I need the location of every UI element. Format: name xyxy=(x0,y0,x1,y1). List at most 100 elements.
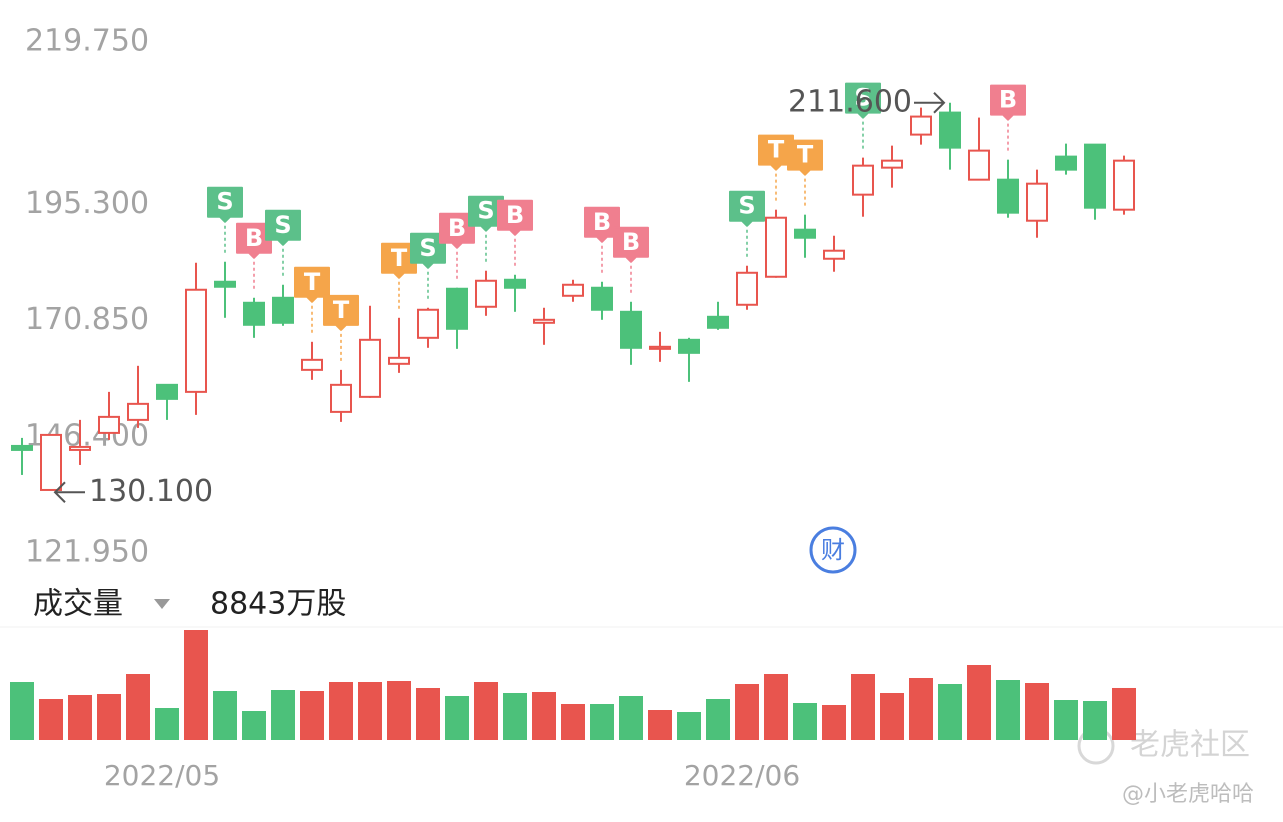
candle-body xyxy=(156,383,178,400)
volume-bar xyxy=(387,681,411,740)
watermark: 老虎社区 xyxy=(1130,728,1250,763)
volume-bar xyxy=(97,694,121,740)
volume-bar xyxy=(416,688,440,740)
signal-label: T xyxy=(391,244,408,272)
volume-bar xyxy=(39,699,63,740)
volume-bar xyxy=(880,693,904,740)
volume-bar xyxy=(474,682,498,740)
candle-body xyxy=(214,280,236,288)
volume-bar xyxy=(1025,683,1049,740)
volume-bar xyxy=(648,710,672,740)
finance-icon[interactable] xyxy=(809,526,857,574)
volume-bar xyxy=(590,704,614,740)
candle-body xyxy=(272,296,294,324)
signal-label: B xyxy=(506,201,524,229)
signal-label: B xyxy=(245,224,263,252)
volume-bar xyxy=(793,703,817,740)
y-tick-label: 195.300 xyxy=(25,186,149,221)
candle-body xyxy=(417,308,439,339)
signal-badge xyxy=(584,206,620,243)
volume-bar xyxy=(532,692,556,740)
volume-bar xyxy=(706,699,730,740)
candle-body xyxy=(388,356,410,365)
signal-badge xyxy=(729,190,765,227)
candle-body xyxy=(736,271,758,306)
candle-body xyxy=(823,249,845,260)
volume-bar xyxy=(242,711,266,740)
volume-bar xyxy=(909,678,933,740)
volume-bar xyxy=(1083,701,1107,740)
signal-badge xyxy=(613,226,649,263)
candle-body xyxy=(243,301,265,326)
candle-body xyxy=(620,310,642,349)
volume-bar xyxy=(300,691,324,740)
volume-bar xyxy=(735,684,759,740)
high-label: 211.600 xyxy=(788,84,912,119)
volume-bar xyxy=(213,691,237,740)
candle-body xyxy=(1055,155,1077,171)
candle-body xyxy=(330,383,352,413)
signal-badge xyxy=(265,209,301,246)
signal-label: S xyxy=(274,211,291,239)
volume-bar xyxy=(561,704,585,740)
volume-bar xyxy=(677,712,701,740)
signal-badge xyxy=(845,82,881,119)
candle-body xyxy=(475,279,497,308)
signal-label: S xyxy=(477,197,494,225)
candle-body xyxy=(11,444,33,451)
candle-body xyxy=(649,345,671,350)
candle-body xyxy=(997,178,1019,214)
signal-label: S xyxy=(419,234,436,262)
signal-label: T xyxy=(333,296,350,324)
volume-bar xyxy=(503,693,527,740)
signal-label: S xyxy=(216,188,233,216)
y-tick-label: 170.850 xyxy=(25,302,149,337)
candle-body xyxy=(1026,182,1048,222)
candle-body xyxy=(1113,159,1135,211)
volume-bar xyxy=(68,695,92,740)
volume-bar xyxy=(764,674,788,740)
volume-bar xyxy=(155,708,179,740)
signal-badge xyxy=(294,266,330,303)
volume-bar xyxy=(938,684,962,740)
candle-body xyxy=(69,445,91,451)
signal-badge xyxy=(207,186,243,223)
signal-badge xyxy=(497,199,533,236)
high-arrow xyxy=(914,92,946,114)
candle-body xyxy=(881,159,903,169)
author: @小老虎哈哈 xyxy=(1122,782,1254,807)
volume-bar xyxy=(619,696,643,740)
candle-body xyxy=(968,149,990,181)
candle-body xyxy=(678,338,700,354)
volume-bar xyxy=(822,705,846,740)
signal-label: T xyxy=(304,268,321,296)
volume-bar xyxy=(851,674,875,740)
volume-title[interactable]: 成交量 xyxy=(33,587,123,622)
volume-bar xyxy=(358,682,382,740)
signal-label: B xyxy=(999,86,1017,114)
candle-body xyxy=(446,287,468,330)
candle-body xyxy=(707,315,729,329)
volume-label: 8843万股 xyxy=(210,587,346,622)
candle-body xyxy=(562,283,584,297)
candle-body xyxy=(533,318,555,324)
candle-body xyxy=(591,286,613,311)
candle-body xyxy=(504,278,526,289)
candle-body xyxy=(127,402,149,421)
x-tick-label: 2022/05 xyxy=(104,759,220,792)
dropdown-arrow[interactable] xyxy=(154,599,170,609)
volume-bar xyxy=(996,680,1020,740)
candle-body xyxy=(40,433,62,491)
low-arrow xyxy=(53,481,85,503)
volume-bar xyxy=(1112,687,1136,740)
finance-icon-label[interactable]: 财 xyxy=(821,536,845,564)
signal-label: T xyxy=(797,141,814,169)
signal-label: S xyxy=(854,84,871,112)
candle-body xyxy=(359,338,381,398)
candle-body xyxy=(852,164,874,196)
signal-label: B xyxy=(593,208,611,236)
signal-badge xyxy=(323,294,359,331)
volume-bar xyxy=(184,630,208,740)
signal-label: B xyxy=(622,228,640,256)
